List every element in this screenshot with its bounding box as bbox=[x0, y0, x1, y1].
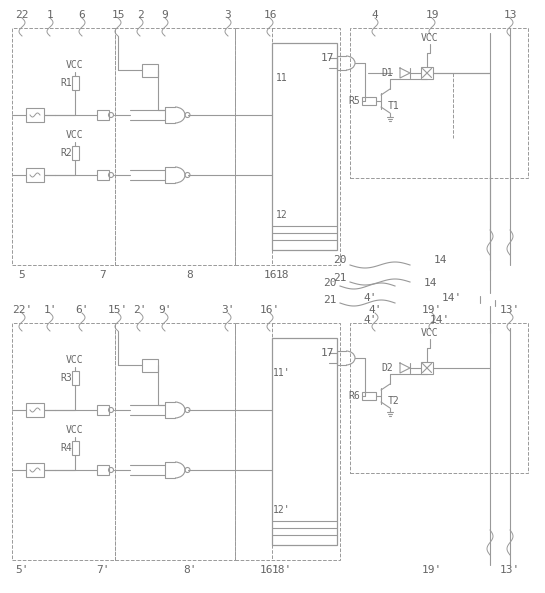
Text: 13': 13' bbox=[500, 305, 520, 315]
Text: R1: R1 bbox=[60, 78, 72, 88]
Text: 5': 5' bbox=[15, 565, 29, 575]
Text: VCC: VCC bbox=[66, 355, 84, 365]
Bar bbox=[97, 110, 109, 120]
Text: VCC: VCC bbox=[421, 33, 439, 43]
Text: VCC: VCC bbox=[66, 60, 84, 70]
Text: 9': 9' bbox=[158, 305, 172, 315]
Text: 19': 19' bbox=[422, 565, 442, 575]
Text: R6: R6 bbox=[348, 391, 360, 401]
Text: 20: 20 bbox=[333, 255, 347, 265]
Text: 3: 3 bbox=[225, 10, 232, 20]
Text: 13: 13 bbox=[503, 10, 517, 20]
Bar bbox=[71, 371, 78, 385]
Text: 4: 4 bbox=[372, 10, 378, 20]
Text: T2: T2 bbox=[388, 396, 400, 406]
Text: 16: 16 bbox=[263, 10, 277, 20]
Text: 1': 1' bbox=[43, 305, 57, 315]
Bar bbox=[272, 338, 337, 545]
Text: 17: 17 bbox=[320, 53, 334, 63]
Text: 19: 19 bbox=[425, 10, 439, 20]
Text: 14: 14 bbox=[433, 255, 447, 265]
Bar bbox=[26, 108, 44, 122]
Bar bbox=[235, 28, 340, 265]
Text: D1: D1 bbox=[381, 68, 393, 78]
Text: 13': 13' bbox=[500, 565, 520, 575]
Text: 15': 15' bbox=[108, 305, 128, 315]
Text: R3: R3 bbox=[60, 373, 72, 383]
Text: 3': 3' bbox=[221, 305, 235, 315]
Text: 14: 14 bbox=[423, 278, 437, 288]
Text: D2: D2 bbox=[381, 363, 393, 373]
Text: T1: T1 bbox=[388, 101, 400, 111]
Text: 4': 4' bbox=[368, 305, 381, 315]
Text: R5: R5 bbox=[348, 96, 360, 106]
Text: 19': 19' bbox=[422, 305, 442, 315]
Bar bbox=[71, 441, 78, 455]
Bar bbox=[26, 463, 44, 477]
Bar bbox=[12, 28, 115, 265]
Text: 6': 6' bbox=[75, 305, 89, 315]
Bar bbox=[12, 323, 115, 560]
Text: 8: 8 bbox=[186, 270, 193, 280]
Text: 16': 16' bbox=[260, 305, 280, 315]
Text: 4': 4' bbox=[364, 315, 377, 325]
Bar bbox=[421, 67, 433, 79]
Text: 14': 14' bbox=[442, 293, 462, 303]
Text: 22': 22' bbox=[12, 305, 32, 315]
Text: 16': 16' bbox=[260, 565, 280, 575]
Text: 18: 18 bbox=[275, 270, 289, 280]
Text: 8': 8' bbox=[183, 565, 197, 575]
Text: 17: 17 bbox=[320, 348, 334, 358]
Text: 22: 22 bbox=[15, 10, 29, 20]
Bar bbox=[235, 323, 340, 560]
Text: 21: 21 bbox=[333, 273, 347, 283]
Text: 12: 12 bbox=[276, 210, 288, 220]
Text: 2': 2' bbox=[133, 305, 147, 315]
Text: R2: R2 bbox=[60, 148, 72, 158]
Text: 12': 12' bbox=[273, 505, 291, 515]
Bar bbox=[97, 465, 109, 475]
Text: 20: 20 bbox=[323, 278, 337, 288]
Bar bbox=[142, 63, 158, 76]
Bar bbox=[71, 146, 78, 160]
Bar bbox=[142, 359, 158, 371]
Text: 1: 1 bbox=[47, 10, 53, 20]
Bar bbox=[362, 97, 376, 105]
Bar bbox=[362, 392, 376, 400]
Text: 5: 5 bbox=[19, 270, 26, 280]
Bar bbox=[71, 76, 78, 90]
Text: VCC: VCC bbox=[66, 425, 84, 435]
Text: 21: 21 bbox=[323, 295, 337, 305]
Text: 2: 2 bbox=[137, 10, 143, 20]
Text: 11: 11 bbox=[276, 73, 288, 83]
Text: 6: 6 bbox=[78, 10, 86, 20]
Bar bbox=[97, 170, 109, 180]
Text: 7': 7' bbox=[96, 565, 110, 575]
Text: 15: 15 bbox=[111, 10, 125, 20]
Text: 7: 7 bbox=[100, 270, 106, 280]
Text: 9: 9 bbox=[162, 10, 168, 20]
Text: R4: R4 bbox=[60, 443, 72, 453]
Bar bbox=[26, 403, 44, 417]
Text: 14': 14' bbox=[430, 315, 450, 325]
Bar bbox=[350, 28, 528, 178]
Text: 16: 16 bbox=[263, 270, 277, 280]
Bar bbox=[350, 323, 528, 473]
Bar bbox=[26, 168, 44, 182]
Bar bbox=[115, 323, 235, 560]
Bar bbox=[421, 362, 433, 374]
Bar bbox=[115, 28, 235, 265]
Bar bbox=[97, 405, 109, 415]
Text: 11': 11' bbox=[273, 368, 291, 378]
Text: 4': 4' bbox=[364, 293, 377, 303]
Text: VCC: VCC bbox=[421, 328, 439, 338]
Bar bbox=[272, 43, 337, 250]
Text: 18': 18' bbox=[272, 565, 292, 575]
Text: VCC: VCC bbox=[66, 130, 84, 140]
